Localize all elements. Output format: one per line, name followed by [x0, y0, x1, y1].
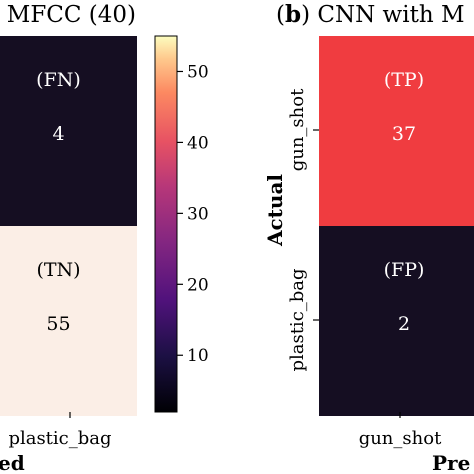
heatmap-cell-tp	[319, 36, 474, 226]
right-y-axis-label: Actual	[263, 174, 287, 247]
left-x-axis-label: ed	[0, 451, 25, 474]
cell-label-fp: (FP)	[384, 259, 425, 281]
left-panel-title: MFCC (40)	[7, 2, 136, 28]
left-panel: MFCC (40) (FN) 4 (TN) 55 plastic_bag ed	[0, 2, 137, 474]
cell-value-tp: 37	[392, 123, 416, 145]
right-heatmap: (TP) 37 (FP) 2	[319, 36, 474, 416]
cell-value-fp: 2	[398, 313, 410, 335]
y-tick-label-plastic-bag: plastic_bag	[287, 268, 308, 371]
cell-value-fn: 4	[52, 123, 64, 145]
heatmap-cell-tn	[0, 226, 137, 416]
cell-label-tn: (TN)	[36, 259, 80, 281]
heatmap-cell-fp	[319, 226, 474, 416]
colorbar-tick-label: 40	[187, 133, 209, 153]
right-panel: (b) CNN with M (TP) 37 (FP) 2 gun_shot p…	[263, 1, 474, 474]
colorbar-tick-label: 20	[187, 275, 209, 295]
colorbar-gradient	[154, 35, 178, 413]
title-letter: b	[285, 1, 301, 28]
right-x-axis-label: Pre	[432, 451, 470, 474]
colorbar-tick-label: 10	[187, 346, 209, 366]
cell-label-fn: (FN)	[36, 69, 81, 91]
left-heatmap: (FN) 4 (TN) 55	[0, 36, 137, 416]
x-tick-label-gun-shot: gun_shot	[359, 428, 442, 449]
colorbar-tick-label: 30	[187, 204, 209, 224]
cell-value-tn: 55	[46, 313, 70, 335]
x-tick-label-plastic-bag: plastic_bag	[8, 428, 111, 449]
heatmap-cell-fn	[0, 36, 137, 226]
right-panel-title: (b) CNN with M	[276, 1, 465, 28]
cell-label-tp: (TP)	[384, 69, 424, 91]
colorbar-ticks: 10 20 30 40 50	[177, 62, 209, 366]
colorbar-tick-label: 50	[187, 62, 209, 82]
title-rest: CNN with M	[310, 2, 464, 28]
colorbar: 10 20 30 40 50	[154, 35, 209, 413]
y-tick-label-gun-shot: gun_shot	[287, 88, 308, 171]
